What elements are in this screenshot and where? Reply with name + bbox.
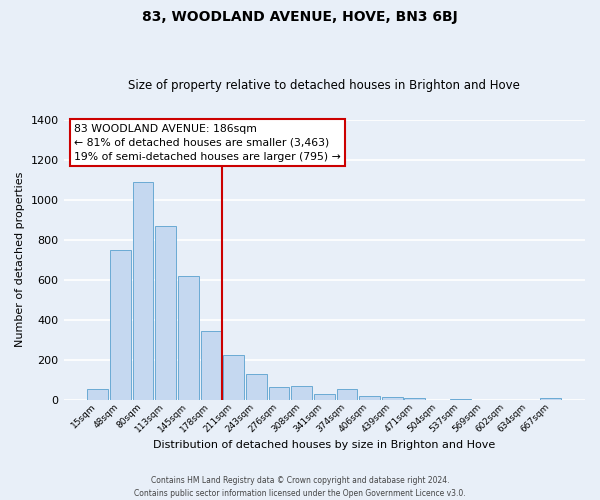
Y-axis label: Number of detached properties: Number of detached properties [15,172,25,348]
Bar [359,396,380,400]
Text: 83 WOODLAND AVENUE: 186sqm
← 81% of detached houses are smaller (3,463)
19% of s: 83 WOODLAND AVENUE: 186sqm ← 81% of deta… [74,124,341,162]
Bar [200,330,221,400]
Bar [314,394,335,400]
Bar [110,250,131,400]
Bar [404,398,425,400]
Bar [291,386,312,400]
Bar [541,398,561,400]
X-axis label: Distribution of detached houses by size in Brighton and Hove: Distribution of detached houses by size … [153,440,496,450]
Bar [246,374,267,400]
Bar [223,354,244,400]
Text: Contains HM Land Registry data © Crown copyright and database right 2024.
Contai: Contains HM Land Registry data © Crown c… [134,476,466,498]
Bar [450,398,470,400]
Title: Size of property relative to detached houses in Brighton and Hove: Size of property relative to detached ho… [128,79,520,92]
Text: 83, WOODLAND AVENUE, HOVE, BN3 6BJ: 83, WOODLAND AVENUE, HOVE, BN3 6BJ [142,10,458,24]
Bar [178,276,199,400]
Bar [382,396,403,400]
Bar [269,386,289,400]
Bar [87,388,108,400]
Bar [337,388,358,400]
Bar [133,182,154,400]
Bar [155,226,176,400]
